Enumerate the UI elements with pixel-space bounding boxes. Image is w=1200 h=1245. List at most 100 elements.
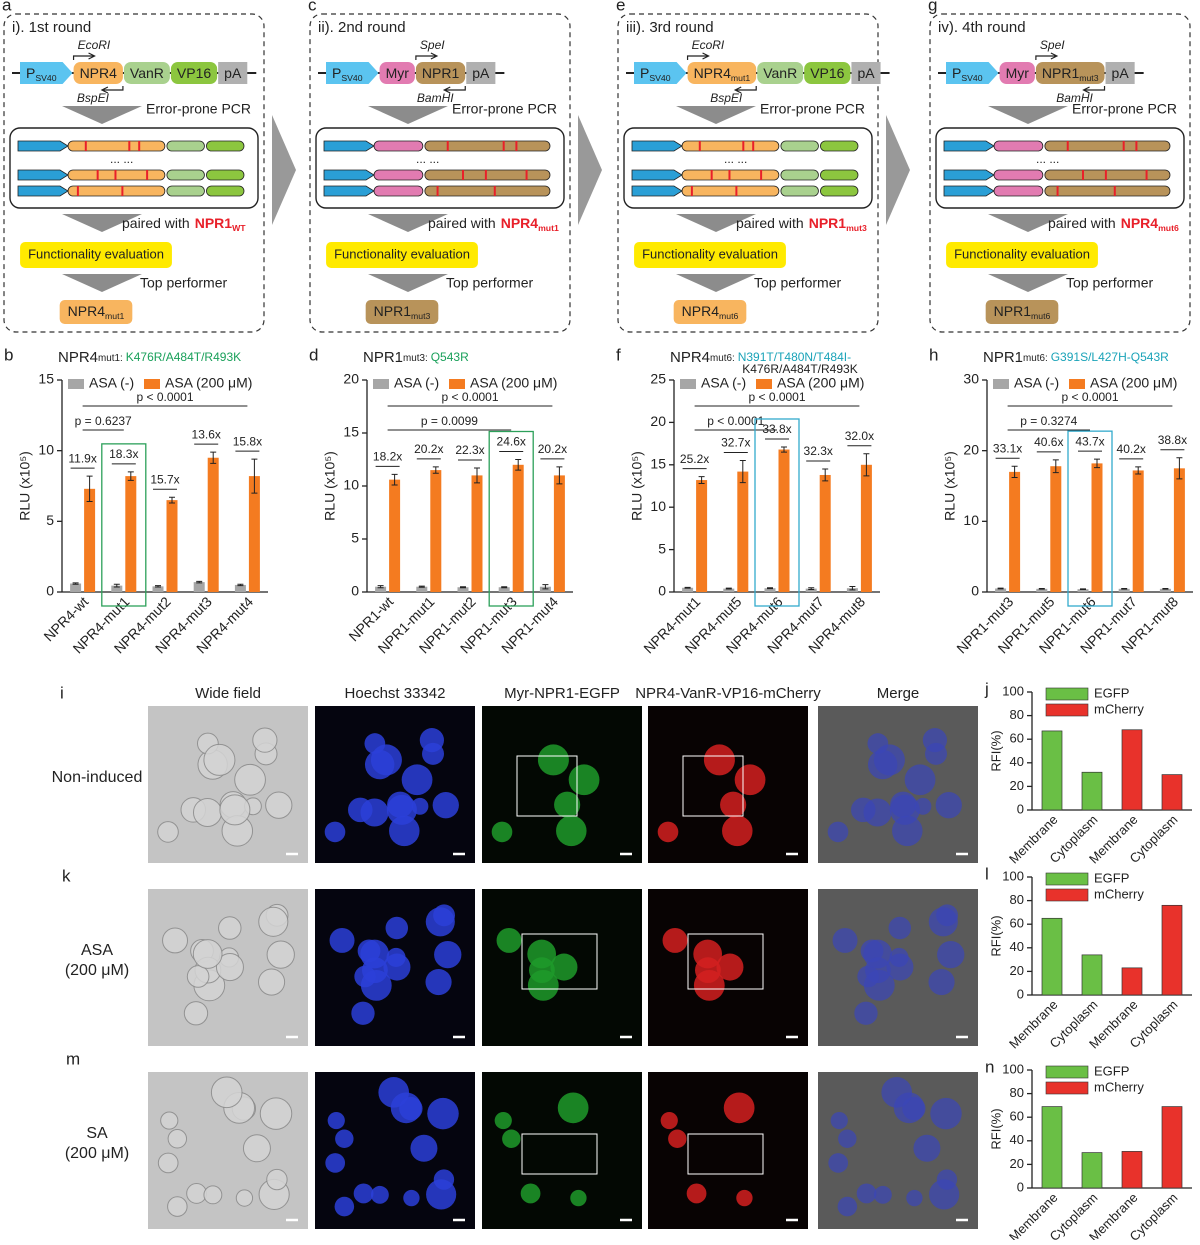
construct-label: VP16 [177, 65, 211, 81]
bar [805, 588, 817, 592]
error-bar [808, 587, 815, 590]
cell [401, 764, 433, 796]
cell [167, 1129, 188, 1149]
construct-part [1105, 62, 1135, 84]
y-tick-label: 15 [650, 456, 666, 472]
bar [166, 500, 178, 592]
library-promoter [943, 140, 995, 152]
panel-letter: a [2, 0, 12, 14]
column-header: Myr-NPR1-EGFP [504, 685, 620, 702]
inset-box [521, 1133, 598, 1175]
inset-box [521, 933, 598, 990]
panel-letter: h [929, 345, 938, 364]
legend-swatch [993, 379, 1009, 389]
library-part [993, 185, 1044, 197]
result-label-part: mut1 [105, 311, 124, 321]
cell [203, 743, 236, 776]
cell [162, 927, 189, 954]
legend-label: ASA (200 μM) [165, 375, 252, 391]
cell [668, 1129, 687, 1149]
diagram-shapes [3, 13, 296, 333]
bar [1118, 588, 1130, 592]
error-bar [1080, 588, 1086, 591]
y-tick-label: 5 [351, 530, 359, 546]
construct-label: VP16 [810, 65, 844, 81]
panel-title: iv). 4th round [938, 19, 1026, 36]
fold-label: 32.7x [721, 436, 750, 450]
error-bar [1162, 587, 1169, 590]
cell [186, 1183, 207, 1204]
library-part [820, 169, 859, 181]
construct-part [73, 62, 123, 84]
round-arrow [578, 115, 602, 225]
construct-label-part: P [26, 65, 35, 81]
y-axis-title: RLU (x10⁵) [629, 451, 645, 521]
bar [1173, 468, 1185, 592]
bar [207, 457, 219, 592]
library-part [780, 140, 819, 152]
fold-label: 25.2x [680, 452, 709, 466]
cell [496, 927, 522, 953]
cell [837, 1196, 858, 1217]
inset-box [687, 1133, 764, 1175]
y-tick-label: 80 [1010, 707, 1024, 722]
result-label: NPR4mut1 [68, 303, 125, 322]
library-part [166, 140, 205, 152]
cell [167, 1196, 188, 1217]
y-tick-label: 10 [650, 498, 666, 514]
round-arrow [272, 115, 296, 225]
evaluation-box [946, 242, 1098, 268]
error-bar [863, 453, 870, 477]
bar [1161, 1106, 1183, 1189]
row-label: ASA [81, 942, 113, 959]
bar [471, 475, 483, 592]
site-arrow [733, 86, 757, 94]
flow-chevron [368, 274, 448, 292]
library-box [315, 127, 565, 209]
y-tick-label: 40 [1010, 939, 1024, 954]
cell [720, 791, 747, 818]
chart-title-part: NPR1 [983, 349, 1023, 366]
bar [1161, 774, 1183, 811]
legend-swatch [1045, 1065, 1089, 1079]
bar [553, 475, 565, 592]
library-part [206, 185, 245, 197]
error-bar [196, 580, 203, 584]
cell [857, 965, 879, 988]
panel-letter: d [309, 345, 318, 364]
panel-letter: j [984, 679, 989, 698]
error-bar [155, 585, 161, 588]
bar [1161, 904, 1183, 996]
cell [830, 1111, 848, 1130]
construct-label: NPR1mut3 [1042, 65, 1099, 84]
micrograph [482, 1072, 642, 1229]
construct-label-part: pA [472, 65, 490, 81]
library-promoter [17, 185, 69, 197]
y-tick-label: 10 [963, 512, 979, 528]
pairing-label-part: NPR4 [501, 215, 539, 231]
construct-label-part: P [640, 65, 649, 81]
cell [856, 1183, 877, 1204]
fold-label: 33.8x [762, 422, 791, 436]
legend-swatch [1045, 1081, 1089, 1095]
cell [419, 728, 444, 753]
fold-label: 15.8x [233, 434, 262, 448]
error-bar [418, 585, 425, 588]
fold-label: 18.2x [373, 450, 402, 464]
y-tick-label: 20 [1010, 963, 1024, 978]
construct-label: pA [224, 65, 242, 81]
cell [828, 1153, 849, 1173]
error-bar [1052, 459, 1059, 474]
diagram-shapes [617, 13, 910, 333]
cell [936, 1169, 958, 1190]
bar [234, 584, 246, 592]
row-label: (200 μM) [65, 1145, 129, 1162]
highlight-box [1067, 430, 1113, 607]
panel-frame [3, 13, 265, 333]
forward-site: SpeI [1040, 38, 1065, 52]
panel-letter: e [616, 0, 625, 14]
legend-label: ASA (200 μM) [470, 375, 557, 391]
step-label: Error-prone PCR [452, 101, 557, 117]
cell [873, 744, 905, 776]
library-part [681, 140, 780, 152]
